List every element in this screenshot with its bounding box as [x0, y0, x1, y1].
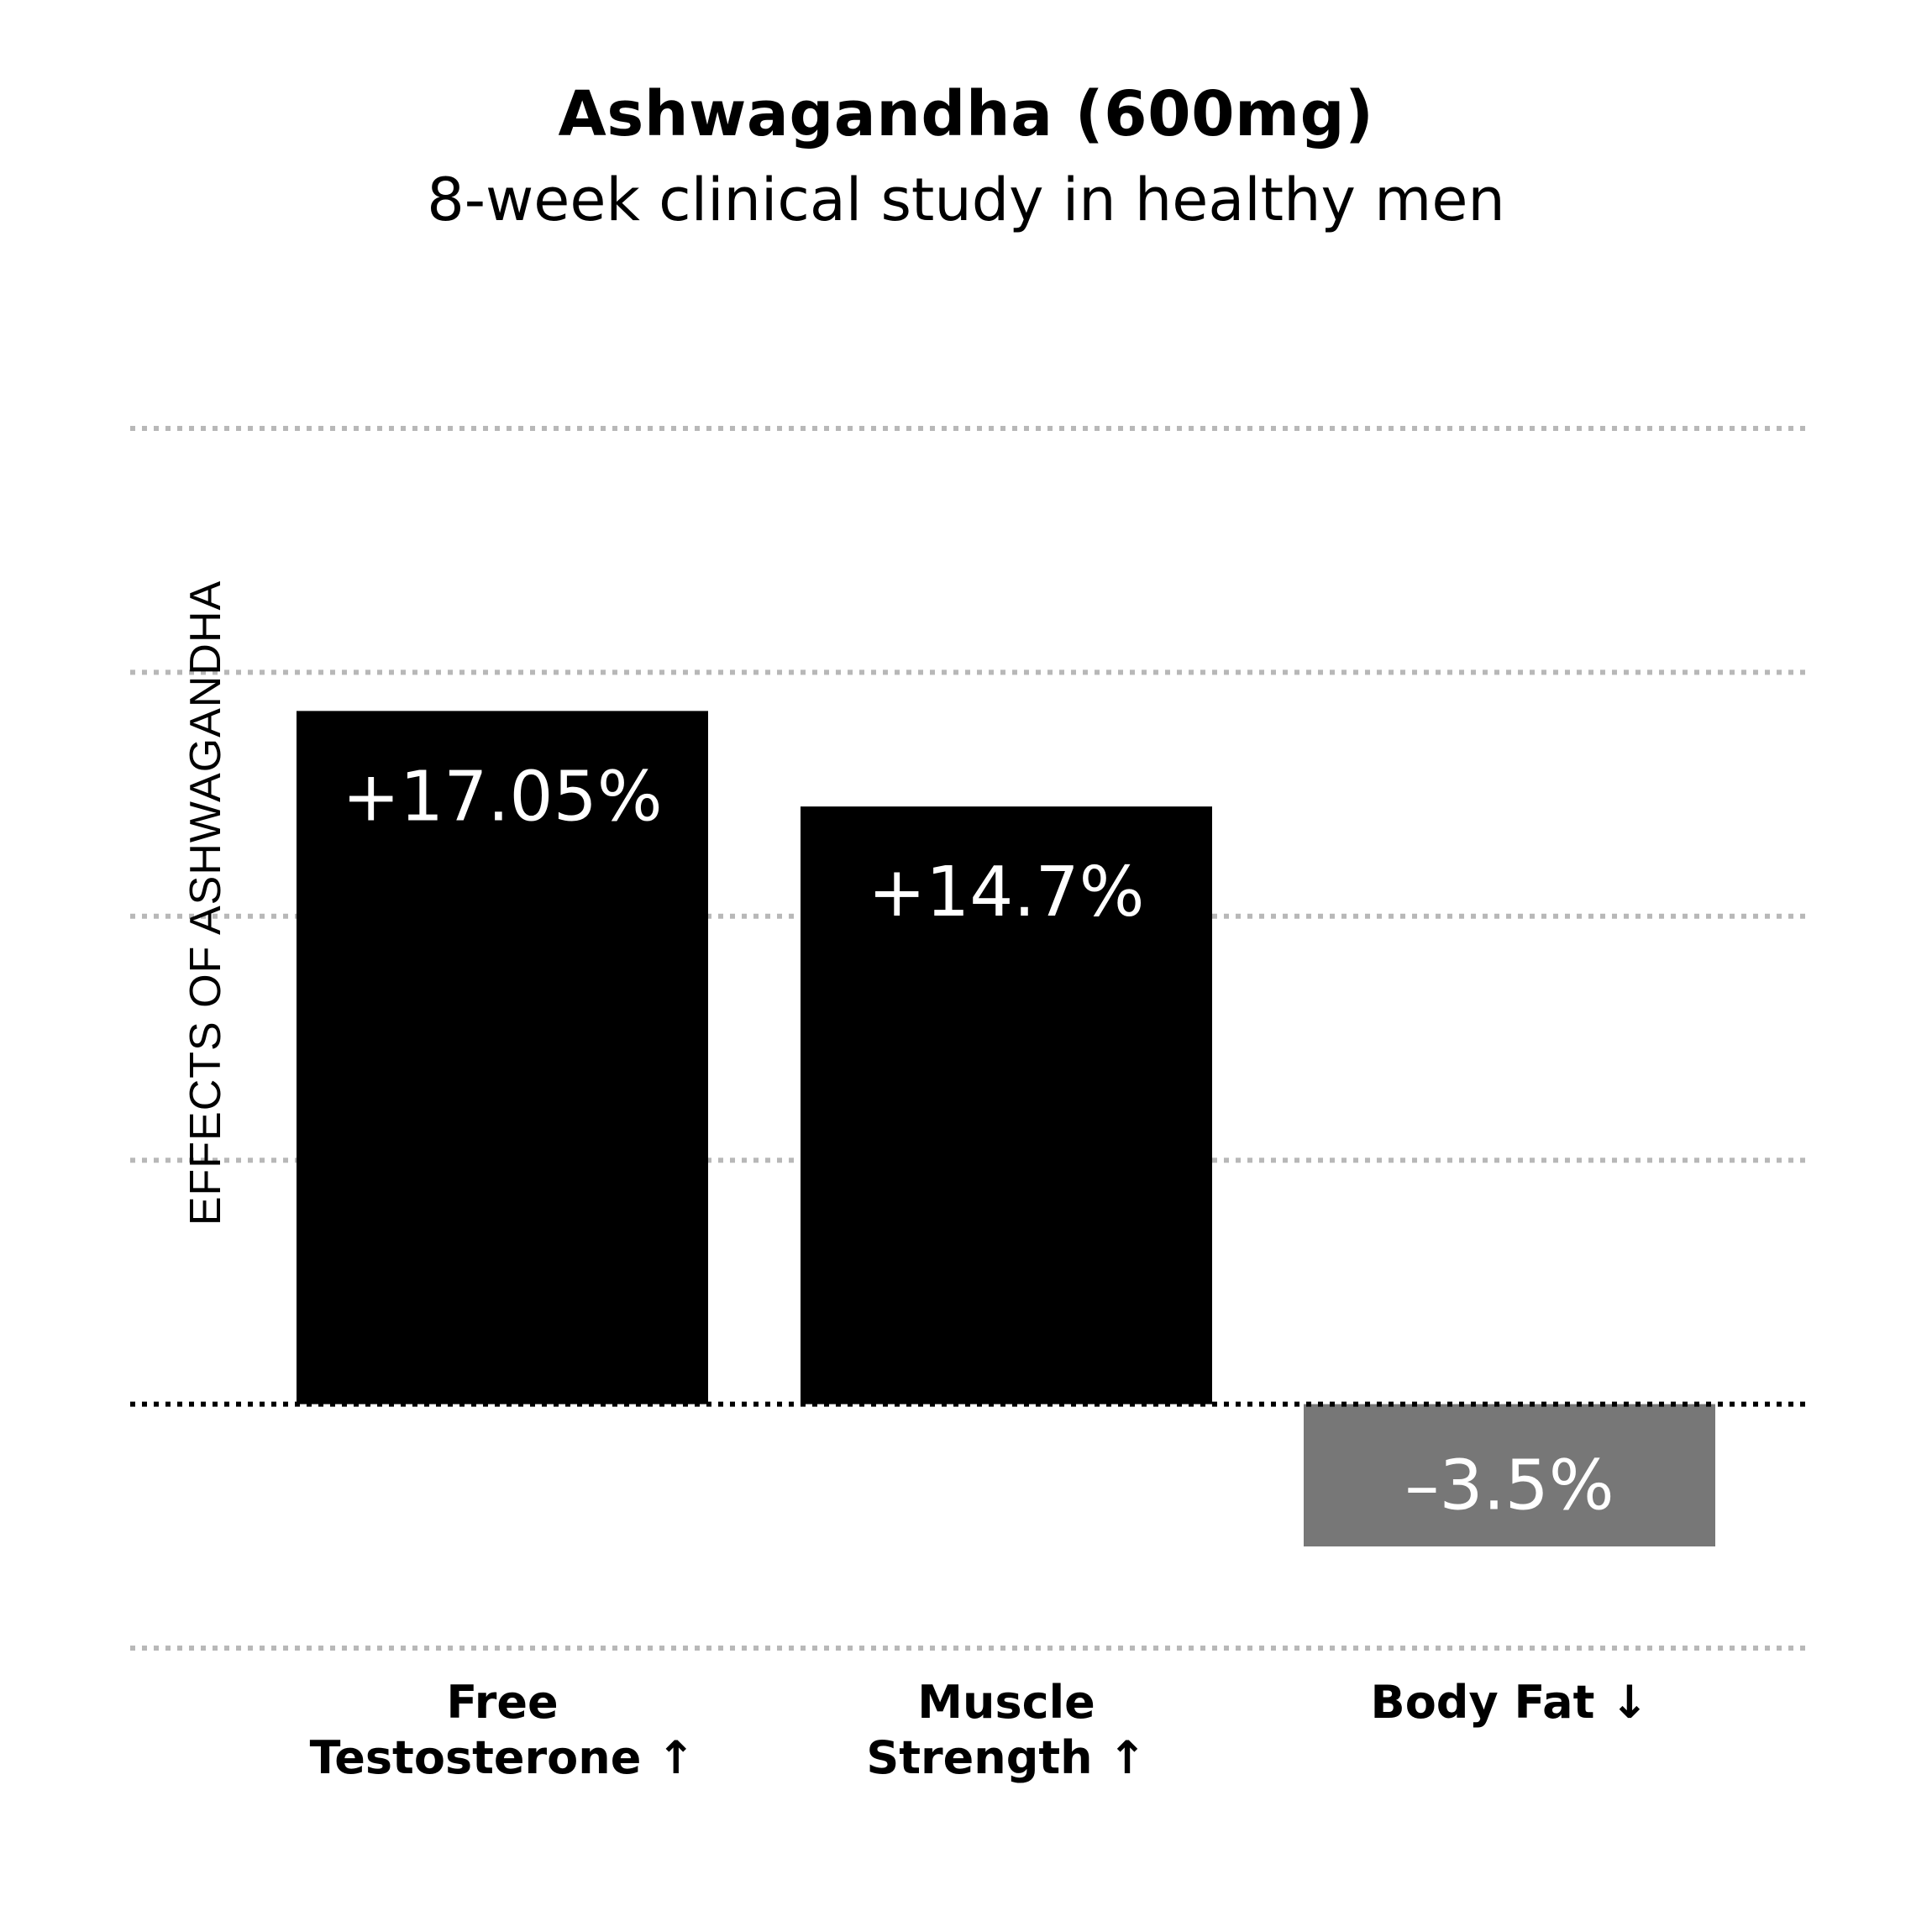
category-label: Strength ↑ [866, 1731, 1146, 1784]
bar-value-label: +17.05% [342, 757, 662, 837]
bars [297, 711, 1715, 1546]
chart-title: Ashwagandha (600mg) [558, 78, 1374, 150]
bar-value-label: +14.7% [868, 853, 1144, 932]
bar-value-labels: +17.05% +14.7% –3.5% [342, 757, 1614, 1525]
bar-value-label: –3.5% [1404, 1446, 1614, 1526]
category-label: Body Fat ↓ [1371, 1676, 1649, 1729]
category-label: Muscle [917, 1676, 1095, 1729]
bar [297, 711, 708, 1404]
chart-subtitle: 8-week clinical study in healthy men [427, 165, 1505, 234]
bar [1304, 1404, 1715, 1546]
category-label: Testosterone ↑ [310, 1731, 696, 1784]
y-axis-label: EFFECTS OF ASHWAGANDHA [181, 580, 230, 1226]
category-label: Free [446, 1676, 558, 1729]
bar [801, 806, 1212, 1404]
